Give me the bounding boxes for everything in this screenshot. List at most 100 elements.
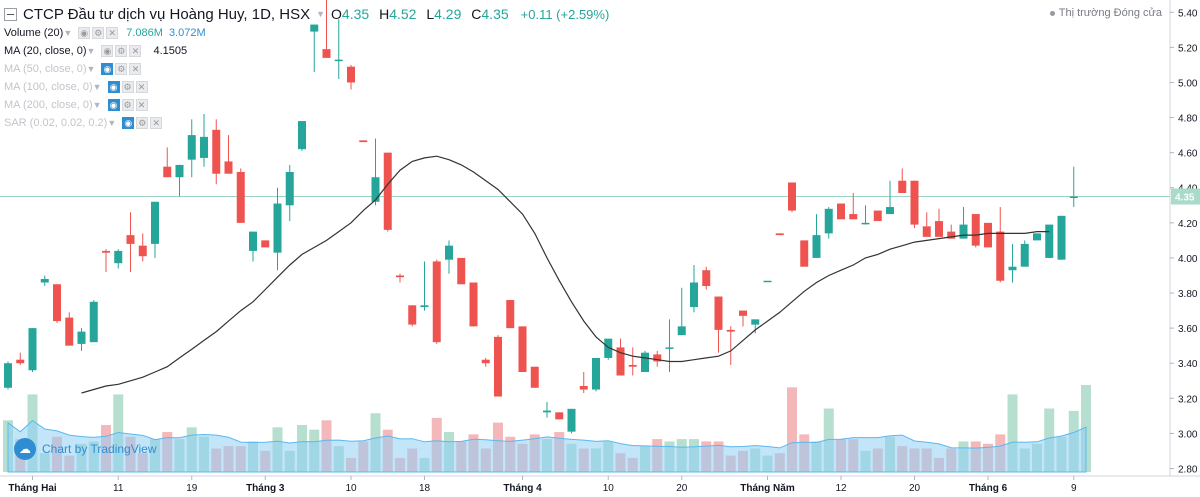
close-icon[interactable]: ✕ bbox=[129, 63, 142, 75]
close-icon[interactable]: ✕ bbox=[129, 45, 142, 57]
gear-icon[interactable]: ⚙ bbox=[136, 117, 149, 129]
candle-body bbox=[371, 177, 380, 202]
eye-icon[interactable]: ◉ bbox=[101, 45, 114, 57]
symbol-header: CTCP Đầu tư dịch vụ Hoàng Huy, 1D, HSX ▼… bbox=[4, 4, 609, 24]
candle bbox=[396, 273, 404, 283]
candle-body bbox=[396, 275, 404, 278]
candle bbox=[543, 401, 551, 418]
gear-icon[interactable]: ⚙ bbox=[121, 99, 134, 111]
candle bbox=[420, 261, 429, 311]
candle-body bbox=[359, 140, 368, 143]
candle-body bbox=[298, 121, 306, 150]
current-price-label-bg bbox=[1171, 188, 1200, 205]
candle bbox=[996, 207, 1005, 283]
candle bbox=[665, 319, 674, 372]
candle bbox=[236, 168, 245, 223]
candle-body bbox=[567, 408, 576, 432]
candle-body bbox=[1008, 266, 1017, 271]
candle bbox=[383, 152, 392, 232]
candle bbox=[984, 222, 992, 248]
candle bbox=[592, 357, 600, 392]
candle-body bbox=[432, 261, 441, 343]
eye-icon[interactable]: ◉ bbox=[107, 81, 120, 93]
candle bbox=[102, 249, 110, 272]
candle-body bbox=[592, 357, 600, 390]
chevron-down-icon[interactable]: ▼ bbox=[92, 82, 102, 92]
indicator-sar[interactable]: SAR (0.02, 0.02, 0.2) ▼ ◉ ⚙ ✕ bbox=[4, 114, 609, 132]
volume-bar bbox=[787, 387, 797, 472]
indicator-ma100[interactable]: MA (100, close, 0) ▼ ◉ ⚙ ✕ bbox=[4, 78, 609, 96]
chevron-down-icon[interactable]: ▼ bbox=[107, 118, 117, 128]
candle bbox=[922, 212, 931, 237]
tradingview-logo-icon: ☁ bbox=[14, 438, 36, 460]
eye-icon[interactable]: ◉ bbox=[78, 27, 91, 39]
candle bbox=[151, 201, 159, 258]
gear-icon[interactable]: ⚙ bbox=[115, 45, 128, 57]
candle-body bbox=[959, 224, 968, 239]
candle-body bbox=[910, 180, 919, 225]
chevron-down-icon[interactable]: ▼ bbox=[92, 100, 102, 110]
y-tick-label: 3.60 bbox=[1178, 324, 1198, 335]
y-tick-label: 5.40 bbox=[1178, 8, 1198, 19]
candle-body bbox=[751, 319, 760, 325]
candle-body bbox=[824, 208, 833, 234]
candle-body bbox=[163, 166, 172, 178]
candle bbox=[702, 266, 711, 290]
close-icon[interactable]: ✕ bbox=[135, 99, 148, 111]
gear-icon[interactable]: ⚙ bbox=[121, 81, 134, 93]
candle-body bbox=[788, 182, 796, 211]
x-tick-label: 10 bbox=[603, 483, 615, 494]
candle bbox=[1057, 215, 1066, 260]
x-tick-label: 20 bbox=[676, 483, 688, 494]
candle-body bbox=[445, 245, 453, 260]
candle bbox=[200, 114, 208, 167]
y-tick-label: 3.00 bbox=[1178, 429, 1198, 440]
collapse-legend-icon[interactable] bbox=[4, 7, 17, 21]
chevron-down-icon[interactable]: ▼ bbox=[86, 46, 96, 56]
candle-body bbox=[886, 207, 894, 215]
candle-body bbox=[40, 278, 49, 283]
candle-body bbox=[28, 328, 37, 371]
candle-body bbox=[677, 326, 686, 336]
indicator-ma20[interactable]: MA (20, close, 0) ▼ ◉ ⚙ ✕ 4.1505 bbox=[4, 45, 188, 57]
candle bbox=[273, 187, 282, 271]
candle bbox=[16, 352, 25, 365]
candle-body bbox=[739, 310, 747, 316]
candle bbox=[959, 207, 968, 239]
gear-icon[interactable]: ⚙ bbox=[115, 63, 128, 75]
eye-icon[interactable]: ◉ bbox=[101, 63, 114, 75]
candle-body bbox=[334, 59, 343, 62]
y-tick-label: 4.80 bbox=[1178, 114, 1198, 125]
chevron-down-icon[interactable]: ▼ bbox=[316, 9, 326, 19]
candle bbox=[310, 24, 319, 72]
chevron-down-icon[interactable]: ▼ bbox=[63, 28, 73, 38]
eye-icon[interactable]: ◉ bbox=[122, 117, 135, 129]
eye-icon[interactable]: ◉ bbox=[107, 99, 120, 111]
candle-series bbox=[4, 0, 1078, 434]
indicator-ma50[interactable]: MA (50, close, 0) ▼ ◉ ⚙ ✕ bbox=[4, 60, 609, 78]
y-tick-label: 5.20 bbox=[1178, 43, 1198, 54]
candle-body bbox=[212, 129, 221, 174]
close-icon[interactable]: ✕ bbox=[106, 27, 119, 39]
candle bbox=[28, 328, 37, 372]
tradingview-watermark[interactable]: ☁ Chart by TradingView bbox=[14, 438, 157, 460]
candle-body bbox=[138, 245, 147, 257]
indicator-volume[interactable]: Volume (20) ▼ ◉ ⚙ ✕ 7.086M 3.072M bbox=[4, 27, 206, 39]
candle-body bbox=[530, 366, 539, 388]
candle-body bbox=[200, 136, 208, 158]
chevron-down-icon[interactable]: ▼ bbox=[86, 64, 96, 74]
candle bbox=[1020, 240, 1029, 267]
candle bbox=[371, 138, 380, 206]
indicator-ma200[interactable]: MA (200, close, 0) ▼ ◉ ⚙ ✕ bbox=[4, 96, 609, 114]
close-icon[interactable]: ✕ bbox=[135, 81, 148, 93]
close-icon[interactable]: ✕ bbox=[150, 117, 163, 129]
candle bbox=[445, 240, 453, 274]
symbol-title[interactable]: CTCP Đầu tư dịch vụ Hoàng Huy, 1D, HSX bbox=[23, 5, 311, 23]
candle-body bbox=[457, 257, 466, 285]
gear-icon[interactable]: ⚙ bbox=[92, 27, 105, 39]
candle-body bbox=[1045, 224, 1054, 258]
candle-body bbox=[653, 354, 662, 362]
x-tick-label: 20 bbox=[909, 483, 921, 494]
candle bbox=[775, 233, 784, 236]
